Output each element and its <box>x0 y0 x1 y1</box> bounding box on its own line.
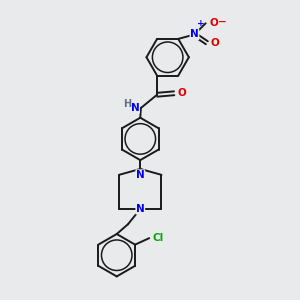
Text: N: N <box>131 103 140 113</box>
Text: −: − <box>218 17 227 27</box>
Text: N: N <box>136 170 145 180</box>
Text: N: N <box>136 204 145 214</box>
Text: Cl: Cl <box>153 233 164 243</box>
Text: H: H <box>123 99 131 109</box>
Text: O: O <box>211 38 219 48</box>
Text: +: + <box>197 19 204 28</box>
Text: N: N <box>190 29 199 40</box>
Text: O: O <box>178 88 187 98</box>
Text: O: O <box>209 18 218 28</box>
